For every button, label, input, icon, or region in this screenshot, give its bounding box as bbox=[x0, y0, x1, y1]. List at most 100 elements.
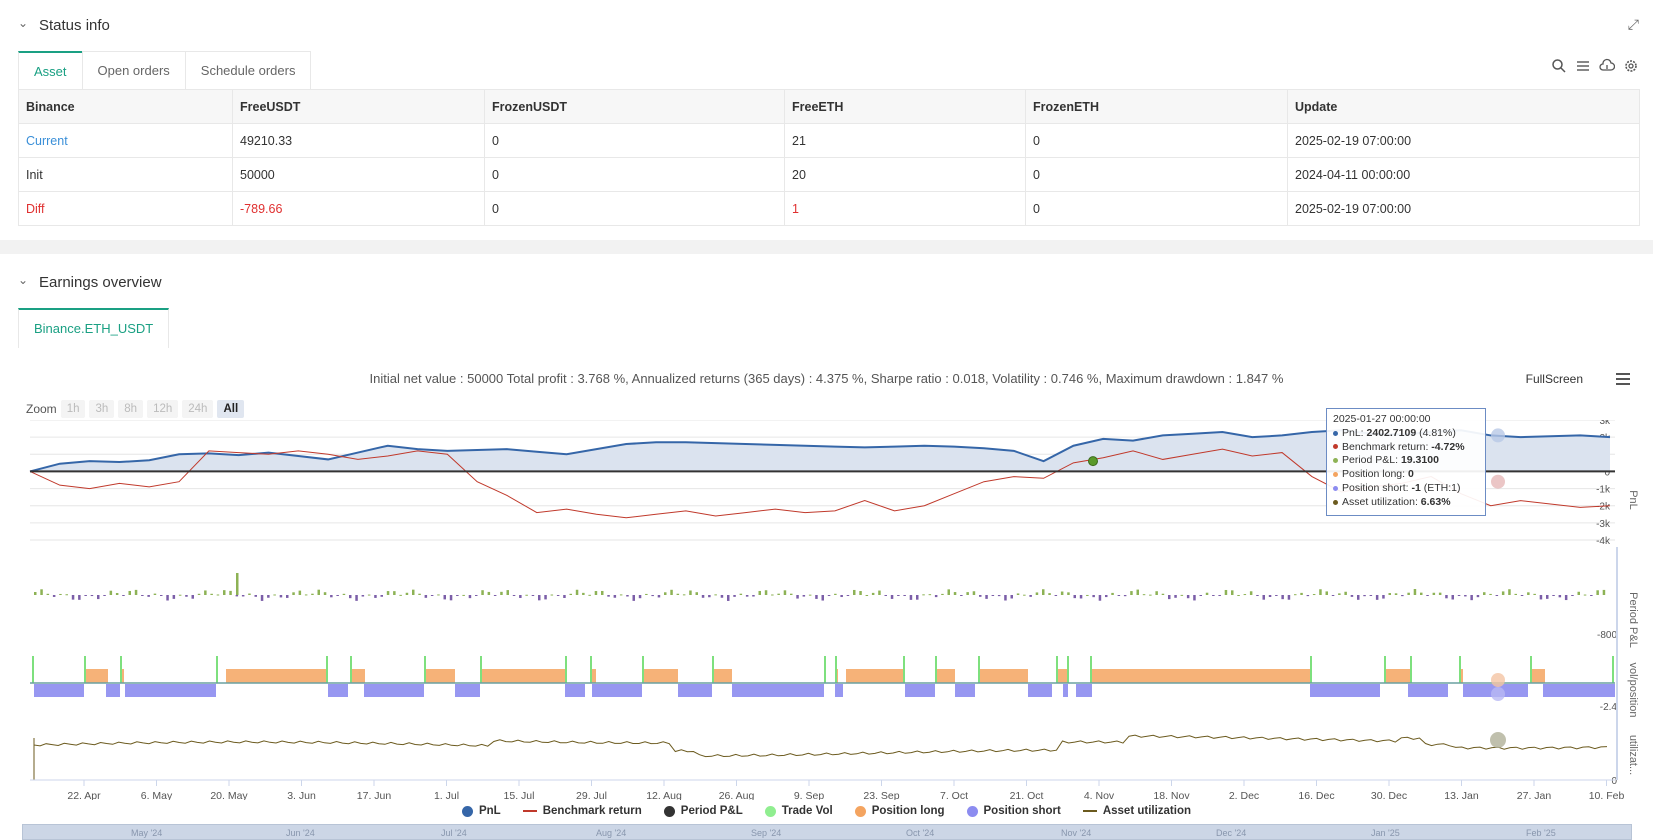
period-pl-bar bbox=[506, 590, 509, 595]
position-short-block bbox=[955, 684, 975, 697]
period-pl-bar bbox=[575, 589, 579, 595]
trade-vol-bar bbox=[565, 656, 567, 683]
period-pl-bar bbox=[109, 590, 113, 595]
period-pl-bar bbox=[1193, 595, 1196, 601]
period-pl-bar bbox=[538, 595, 541, 601]
axis-title: PnL bbox=[1627, 490, 1639, 510]
period-pl-bar bbox=[1350, 595, 1354, 597]
cloud-download-icon[interactable] bbox=[1599, 58, 1615, 74]
tab-symbol[interactable]: Binance.ETH_USDT bbox=[18, 308, 170, 348]
period-pl-bar bbox=[1149, 594, 1152, 596]
zoom-1h[interactable]: 1h bbox=[60, 400, 86, 418]
period-pl-bar bbox=[1464, 595, 1467, 597]
earnings-header[interactable]: ⌄ Earnings overview bbox=[0, 258, 1653, 306]
list-icon[interactable] bbox=[1575, 58, 1591, 74]
period-pl-bar bbox=[519, 595, 522, 598]
period-pl-bar bbox=[1432, 592, 1436, 595]
period-pl-bar bbox=[1054, 595, 1058, 596]
period-pl-bar bbox=[1514, 593, 1517, 595]
x-tick-label: 30. Dec bbox=[1371, 790, 1407, 800]
tooltip-line: Benchmark return: -4.72% bbox=[1333, 441, 1479, 455]
position-short-block bbox=[905, 684, 935, 697]
period-pl-bar bbox=[279, 595, 283, 598]
hover-marker-short bbox=[1491, 687, 1505, 701]
status-info-header[interactable]: ⌄ Status info bbox=[0, 1, 1653, 49]
trade-vol-bar bbox=[32, 656, 34, 683]
legend-item-pnl[interactable]: PnL bbox=[461, 805, 501, 817]
period-pl-bar bbox=[645, 593, 648, 595]
tab-asset[interactable]: Asset bbox=[18, 51, 83, 91]
period-pl-bar bbox=[1438, 592, 1442, 595]
period-pl-bar bbox=[1294, 594, 1297, 596]
period-pl-bar bbox=[399, 594, 402, 596]
period-pl-bar bbox=[1086, 594, 1089, 596]
tab-open-orders[interactable]: Open orders bbox=[81, 51, 186, 90]
asset-table: Binance FreeUSDT FrozenUSDT FreeETH Froz… bbox=[18, 89, 1640, 226]
period-pl-bar bbox=[1476, 595, 1480, 598]
period-pl-bar bbox=[1105, 595, 1108, 598]
period-pl-bar bbox=[632, 595, 635, 601]
period-pl-bar bbox=[1300, 592, 1303, 595]
hover-marker-pnl bbox=[1491, 428, 1505, 443]
position-short-block bbox=[835, 684, 843, 697]
period-pl-bar bbox=[1218, 595, 1221, 596]
legend-item-position-short[interactable]: Position short bbox=[966, 805, 1061, 817]
chevron-down-icon[interactable]: ⌄ bbox=[18, 16, 29, 30]
period-pl-bar bbox=[556, 595, 560, 596]
zoom-all[interactable]: All bbox=[217, 400, 245, 418]
period-pl-bar bbox=[922, 594, 925, 596]
zoom-12h[interactable]: 12h bbox=[147, 400, 179, 418]
period-pl-bar bbox=[1048, 593, 1051, 595]
zoom-8h[interactable]: 8h bbox=[118, 400, 144, 418]
period-pl-bar bbox=[941, 593, 944, 595]
trade-vol-bar bbox=[1530, 656, 1532, 683]
x-tick-label: 6. May bbox=[141, 790, 173, 800]
y-tick-label: -2.4 bbox=[1600, 702, 1618, 713]
gear-icon[interactable] bbox=[1623, 58, 1639, 74]
chevron-down-icon[interactable]: ⌄ bbox=[18, 273, 29, 287]
table-cell: 0 bbox=[484, 157, 785, 192]
legend-item-period-pl[interactable]: Period P&L bbox=[663, 805, 743, 817]
period-pl-bar bbox=[1029, 595, 1032, 597]
navigator-label: Feb '25 bbox=[1526, 828, 1556, 838]
fullscreen-button[interactable]: FullScreen bbox=[1525, 372, 1583, 386]
navigator-label: Aug '24 bbox=[596, 828, 627, 838]
zoom-3h[interactable]: 3h bbox=[89, 400, 115, 418]
trade-vol-bar bbox=[1612, 656, 1614, 683]
position-short-block bbox=[106, 684, 120, 697]
tab-schedule-orders[interactable]: Schedule orders bbox=[184, 51, 312, 90]
zoom-controls: Zoom 1h 3h 8h 12h 24h All bbox=[26, 400, 245, 418]
period-pl-bar bbox=[349, 595, 352, 599]
period-pl-bar bbox=[374, 595, 377, 598]
search-icon[interactable] bbox=[1551, 58, 1567, 74]
legend-item-position-long[interactable]: Position long bbox=[854, 805, 945, 817]
period-pl-bar bbox=[380, 595, 383, 597]
trade-vol-bar bbox=[1067, 656, 1069, 683]
position-short-block bbox=[328, 684, 348, 697]
trade-vol-bar bbox=[590, 656, 592, 683]
legend-item-benchmark[interactable]: Benchmark return bbox=[522, 805, 642, 817]
trade-vol-bar bbox=[978, 656, 980, 683]
section-title-status: Status info bbox=[39, 16, 110, 34]
period-pl-bar bbox=[745, 595, 749, 597]
period-pl-bar bbox=[1590, 595, 1593, 596]
col-header: FrozenUSDT bbox=[484, 89, 785, 124]
y-tick-label: 3k bbox=[1599, 420, 1611, 427]
range-navigator[interactable]: May '24 Jun '24 Jul '24 Aug '24 Sep '24 Oct '… bbox=[22, 824, 1632, 840]
period-pl-bar bbox=[739, 593, 743, 595]
row-label-current[interactable]: Current bbox=[18, 123, 233, 158]
collapse-icon[interactable]: ⤢ bbox=[1627, 16, 1639, 32]
period-pl-bar bbox=[248, 593, 251, 595]
pnl-marker bbox=[1088, 456, 1098, 467]
period-pl-bar bbox=[1388, 593, 1391, 595]
legend-item-trade-vol[interactable]: Trade Vol bbox=[764, 805, 833, 817]
period-pl-bar bbox=[1186, 595, 1190, 599]
period-pl-bar bbox=[443, 595, 446, 600]
period-pl-bar bbox=[1407, 592, 1410, 595]
legend-item-asset-utilization[interactable]: Asset utilization bbox=[1082, 805, 1191, 817]
period-pl-bar bbox=[1174, 595, 1177, 598]
period-pl-bar bbox=[1004, 595, 1007, 601]
menu-icon[interactable] bbox=[1615, 372, 1631, 386]
period-pl-bar bbox=[141, 595, 144, 596]
zoom-24h[interactable]: 24h bbox=[182, 400, 214, 418]
